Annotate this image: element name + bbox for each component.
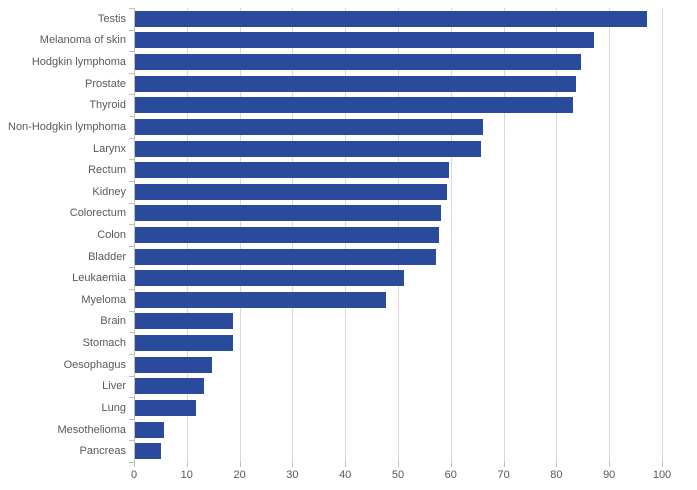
value-tick-50 xyxy=(398,462,399,467)
value-tick-label: 70 xyxy=(497,469,510,481)
category-label: Rectum xyxy=(88,164,126,177)
value-tick-label: 90 xyxy=(603,469,616,481)
bar-thyroid xyxy=(135,97,574,114)
bar-oesophagus xyxy=(135,356,212,373)
gridline-70 xyxy=(503,8,505,462)
value-tick-60 xyxy=(450,462,452,467)
category-label: Testis xyxy=(97,12,126,25)
category-tick xyxy=(129,332,134,334)
category-tick xyxy=(129,310,134,312)
bar-rectum xyxy=(135,162,450,179)
value-tick-label: 100 xyxy=(652,469,672,481)
gridline-100 xyxy=(662,8,663,462)
category-tick xyxy=(129,51,134,53)
value-tick-30 xyxy=(292,462,294,467)
category-tick xyxy=(129,180,134,182)
bar-non-hodgkin-lymphoma xyxy=(135,118,484,135)
category-label: Kidney xyxy=(92,185,126,198)
category-label: Leukaemia xyxy=(72,272,126,285)
bar-mesothelioma xyxy=(135,421,165,438)
category-label: Bladder xyxy=(88,250,126,263)
bar-stomach xyxy=(135,335,233,352)
value-tick-80 xyxy=(556,462,558,467)
value-tick-0 xyxy=(134,462,135,467)
value-tick-label: 30 xyxy=(286,469,299,481)
category-label: Larynx xyxy=(92,142,126,155)
category-label: Oesophagus xyxy=(63,358,126,371)
value-tick-label: 0 xyxy=(130,469,138,481)
bar-melanoma-of-skin xyxy=(135,32,595,49)
category-axis-line xyxy=(134,8,135,462)
value-tick-label: 80 xyxy=(550,469,563,481)
category-label: Melanoma of skin xyxy=(39,34,126,47)
value-tick-label: 10 xyxy=(180,469,193,481)
category-label: Stomach xyxy=(82,337,126,350)
bar-kidney xyxy=(135,183,447,200)
category-tick xyxy=(129,418,134,420)
category-tick xyxy=(129,375,134,377)
bar-pancreas xyxy=(135,443,162,460)
category-label: Hodgkin lymphoma xyxy=(31,56,126,69)
bar-colorectum xyxy=(135,205,442,222)
category-tick xyxy=(129,202,134,204)
bar-brain xyxy=(135,313,233,330)
value-tick-label: 40 xyxy=(339,469,352,481)
category-tick xyxy=(129,353,134,355)
category-label: Thyroid xyxy=(89,99,126,112)
bar-myeloma xyxy=(135,291,386,308)
gridline-80 xyxy=(556,8,558,462)
category-tick xyxy=(129,8,134,9)
category-label: Colorectum xyxy=(69,207,126,220)
value-tick-10 xyxy=(186,462,188,467)
bar-liver xyxy=(135,378,204,395)
category-label: Brain xyxy=(100,315,126,328)
value-tick-label: 50 xyxy=(391,469,405,481)
category-tick xyxy=(129,137,134,139)
value-tick-100 xyxy=(662,462,663,467)
category-tick xyxy=(129,267,134,269)
category-label: Non-Hodgkin lymphoma xyxy=(8,120,126,133)
bar-prostate xyxy=(135,75,576,92)
category-tick xyxy=(129,224,134,226)
category-tick xyxy=(129,29,134,31)
bar-lung xyxy=(135,399,196,416)
bar-testis xyxy=(135,10,648,27)
category-tick xyxy=(129,116,134,118)
value-tick-40 xyxy=(345,462,347,467)
category-label: Prostate xyxy=(85,77,126,90)
category-tick xyxy=(129,159,134,161)
bar-leukaemia xyxy=(135,270,405,287)
category-tick xyxy=(129,440,134,442)
category-label: Colon xyxy=(97,229,126,241)
gridline-60 xyxy=(450,8,452,462)
category-tick xyxy=(129,289,134,291)
category-tick xyxy=(129,72,134,74)
bar-larynx xyxy=(135,140,481,157)
category-tick xyxy=(129,397,134,399)
bar-colon xyxy=(135,227,439,243)
value-tick-label: 20 xyxy=(233,469,246,481)
category-tick xyxy=(129,245,134,247)
value-tick-label: 60 xyxy=(444,469,457,481)
value-tick-20 xyxy=(239,462,241,467)
category-label: Pancreas xyxy=(79,445,126,458)
bar-bladder xyxy=(135,248,436,265)
category-label: Liver xyxy=(102,380,126,393)
value-tick-70 xyxy=(503,462,505,467)
category-label: Myeloma xyxy=(81,293,126,306)
category-label: Mesothelioma xyxy=(57,423,126,436)
bar-hodgkin-lymphoma xyxy=(135,54,582,71)
category-label: Lung xyxy=(101,401,126,414)
plot-area xyxy=(134,8,664,462)
category-tick xyxy=(129,94,134,96)
gridline-90 xyxy=(609,8,611,462)
value-tick-90 xyxy=(609,462,611,467)
category-tick xyxy=(129,462,134,463)
